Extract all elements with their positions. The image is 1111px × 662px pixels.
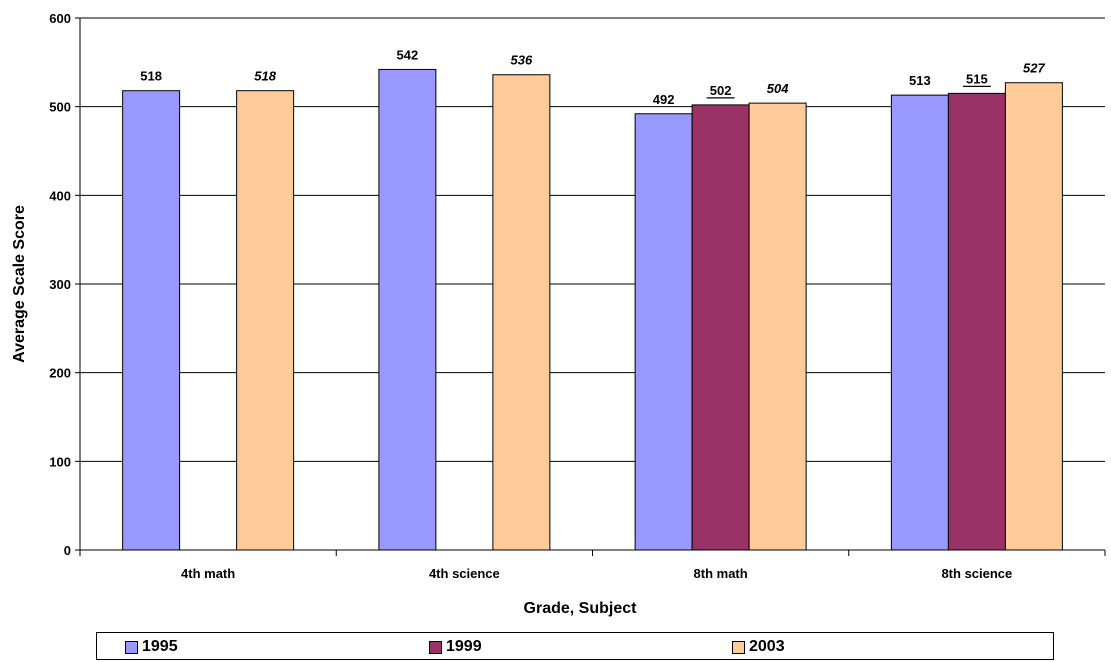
bar-1995-8th-math xyxy=(634,113,693,551)
bar-1995-4th-math xyxy=(122,90,181,551)
data-label: 536 xyxy=(511,53,533,68)
legend: 1995 1999 2003 xyxy=(96,632,1054,660)
legend-swatch xyxy=(429,640,442,654)
bar-1999-8th-math xyxy=(691,104,750,551)
data-label: 513 xyxy=(909,73,931,88)
data-labels: 518 518 542 536 492 502 504 513 515 527 xyxy=(140,47,1045,106)
legend-item-1995: 1995 xyxy=(125,638,178,656)
y-tick-label: 600 xyxy=(49,11,71,26)
bar-2003-4th-math xyxy=(236,90,295,551)
data-label: 492 xyxy=(653,92,675,107)
y-tick-label: 300 xyxy=(49,277,71,292)
x-category-label: 8th math xyxy=(694,566,748,581)
legend-swatch xyxy=(732,640,745,654)
x-axis-title: Grade, Subject xyxy=(524,600,638,617)
x-category-label: 8th science xyxy=(941,566,1012,581)
legend-label: 2003 xyxy=(749,638,785,655)
data-label: 518 xyxy=(140,69,162,84)
y-tick-label: 0 xyxy=(64,543,71,558)
y-tick-label: 500 xyxy=(49,100,71,115)
legend-swatch xyxy=(125,640,138,654)
y-axis-ticks: 0 100 200 300 400 500 600 xyxy=(49,11,80,558)
y-axis-title: Average Scale Score xyxy=(11,205,28,363)
y-tick-label: 200 xyxy=(49,366,71,381)
x-category-label: 4th science xyxy=(429,566,500,581)
data-label: 527 xyxy=(1023,61,1045,76)
data-label: 542 xyxy=(397,47,419,62)
data-label: 518 xyxy=(254,69,276,84)
data-label: 515 xyxy=(966,71,988,86)
legend-item-2003: 2003 xyxy=(732,638,785,656)
y-tick-label: 400 xyxy=(49,188,71,203)
bar-1999-8th-science xyxy=(947,92,1006,551)
data-label: 502 xyxy=(710,83,732,98)
bar-chart: 0 100 200 300 400 500 600 4th math 4th science 8… xyxy=(11,11,1106,617)
bar-1995-4th-science xyxy=(378,68,437,551)
y-tick-label: 100 xyxy=(49,454,71,469)
bar-2003-4th-science xyxy=(492,74,551,551)
bar-2003-8th-science xyxy=(1004,82,1063,551)
x-axis-ticks: 4th math 4th science 8th math 8th science xyxy=(79,550,1106,581)
bars-group xyxy=(122,68,1063,551)
legend-label: 1995 xyxy=(142,638,178,655)
bar-1995-8th-science xyxy=(890,94,949,551)
bar-2003-8th-math xyxy=(748,102,807,551)
legend-item-1999: 1999 xyxy=(429,638,482,656)
legend-label: 1999 xyxy=(446,638,482,655)
x-category-label: 4th math xyxy=(181,566,235,581)
data-label: 504 xyxy=(767,81,789,96)
